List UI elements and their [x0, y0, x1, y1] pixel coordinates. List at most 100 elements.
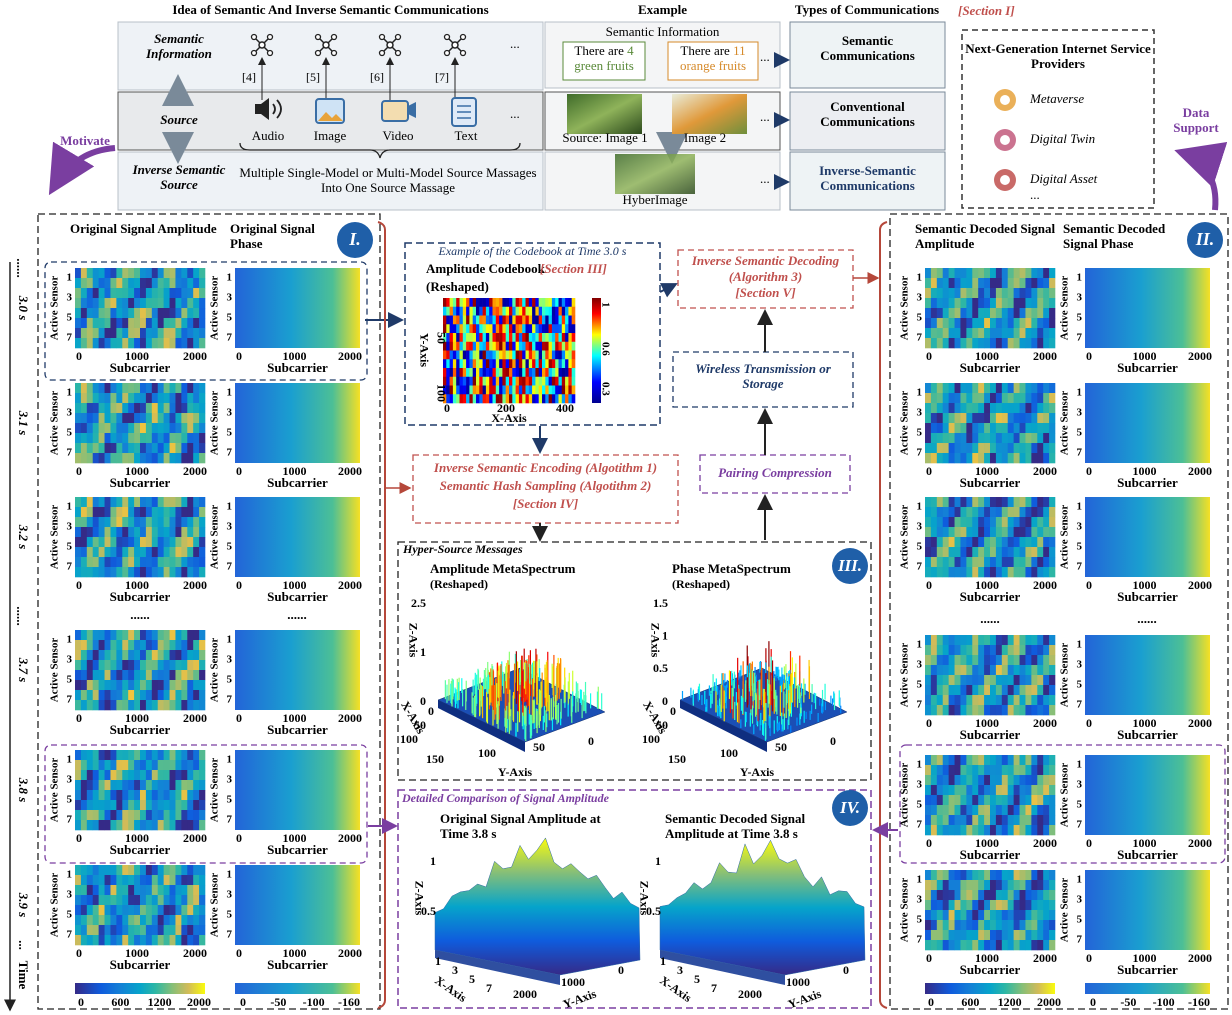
heatmap-cell [972, 383, 978, 393]
heatmap-cell [199, 660, 205, 670]
heatmap-cell [1043, 940, 1049, 950]
axis-label: Subcarrier [110, 957, 171, 972]
heatmap-cell [134, 750, 140, 760]
heatmap-cell [1037, 308, 1043, 318]
heatmap-cell [81, 780, 87, 790]
heatmap-cell [966, 338, 972, 348]
codebook-cell [456, 377, 460, 386]
heatmap-cell [193, 915, 199, 925]
heatmap-cell [978, 383, 984, 393]
heatmap-cell [140, 690, 146, 700]
heatmap-cell [158, 670, 164, 680]
heatmap-cell [972, 755, 978, 765]
heatmap-cell [1043, 547, 1049, 557]
heatmap-cell [81, 443, 87, 453]
heatmap-cell [1049, 655, 1055, 665]
heatmap-cell [158, 895, 164, 905]
heatmap-cell [105, 433, 111, 443]
heatmap-cell [158, 810, 164, 820]
heatmap-cell [1025, 785, 1031, 795]
heatmap-cell [984, 755, 990, 765]
heatmap-cell [1037, 870, 1043, 880]
codebook-cell [568, 351, 572, 360]
fruit-sentence: There are 4green fruits [563, 44, 645, 74]
codebook-cell [483, 307, 487, 316]
codebook-cell [456, 368, 460, 377]
codebook-cell [532, 298, 536, 307]
heatmap-cell [984, 910, 990, 920]
axis-label: Subcarrier [960, 962, 1021, 977]
network-icon [452, 42, 458, 48]
heatmap-cell [1031, 268, 1037, 278]
heatmap-cell [199, 750, 205, 760]
heatmap-cell [1049, 278, 1055, 288]
heatmap-cell [193, 318, 199, 328]
x-tick-label: 2000 [1188, 716, 1212, 730]
heatmap-cell [181, 885, 187, 895]
heatmap-cell [146, 547, 152, 557]
heatmap-cell [116, 413, 122, 423]
codebook-cell [463, 333, 467, 342]
heatmap-cell [87, 413, 93, 423]
y-tick-label: 3 [67, 521, 73, 533]
heatmap-cell [972, 880, 978, 890]
heatmap-cell [158, 443, 164, 453]
codebook-cell [565, 359, 569, 368]
heatmap-cell [175, 875, 181, 885]
y-tick-label: 3 [67, 292, 73, 304]
heatmap-cell [181, 810, 187, 820]
heatmap-cell [996, 557, 1002, 567]
heatmap-cell [105, 547, 111, 557]
motivate-arrow [52, 148, 115, 190]
heatmap-cell [193, 537, 199, 547]
heatmap-cell [187, 443, 193, 453]
heatmap-cell [187, 318, 193, 328]
codebook-cell [545, 386, 549, 395]
codebook-cell [469, 333, 473, 342]
codebook-cell [552, 316, 556, 325]
codebook-cell [473, 386, 477, 395]
heatmap-cell [1049, 880, 1055, 890]
heatmap-cell [966, 433, 972, 443]
heatmap-cell [81, 660, 87, 670]
heatmap-cell [1020, 443, 1026, 453]
heatmap-cell [966, 403, 972, 413]
heatmap-cell [1025, 298, 1031, 308]
heatmap-cell [1031, 890, 1037, 900]
heatmap-cell [193, 557, 199, 567]
heatmap-cell [1049, 288, 1055, 298]
surface [660, 840, 865, 975]
column-title: Original Signal Phase [230, 222, 335, 252]
heatmap-cell [949, 298, 955, 308]
heatmap-cell [75, 278, 81, 288]
heatmap-cell [937, 785, 943, 795]
heatmap-cell [110, 770, 116, 780]
heatmap-cell [134, 640, 140, 650]
heatmap-cell [170, 630, 176, 640]
surface [435, 838, 640, 975]
heatmap-cell [134, 403, 140, 413]
heatmap-cell [984, 635, 990, 645]
heatmap-cell [128, 433, 134, 443]
heatmap-cell [140, 935, 146, 945]
codebook-cell [463, 377, 467, 386]
heatmap-cell [87, 443, 93, 453]
heatmap-cell [81, 288, 87, 298]
heatmap-cell [152, 670, 158, 680]
heatmap-cell [105, 268, 111, 278]
heatmap-cell [175, 935, 181, 945]
codebook-cell [568, 333, 572, 342]
section-ref: [Section I] [958, 4, 1038, 19]
heatmap-cell [937, 910, 943, 920]
heatmap-cell [75, 790, 81, 800]
heatmap-cell [1008, 423, 1014, 433]
heatmap-cell [1037, 675, 1043, 685]
heatmap-cell [1025, 765, 1031, 775]
heatmap-cell [116, 537, 122, 547]
heatmap-cell [110, 537, 116, 547]
heatmap-cell [164, 820, 170, 830]
heatmap-cell [1049, 910, 1055, 920]
heatmap-cell [146, 527, 152, 537]
heatmap-cell [181, 780, 187, 790]
codebook-cell [506, 386, 510, 395]
